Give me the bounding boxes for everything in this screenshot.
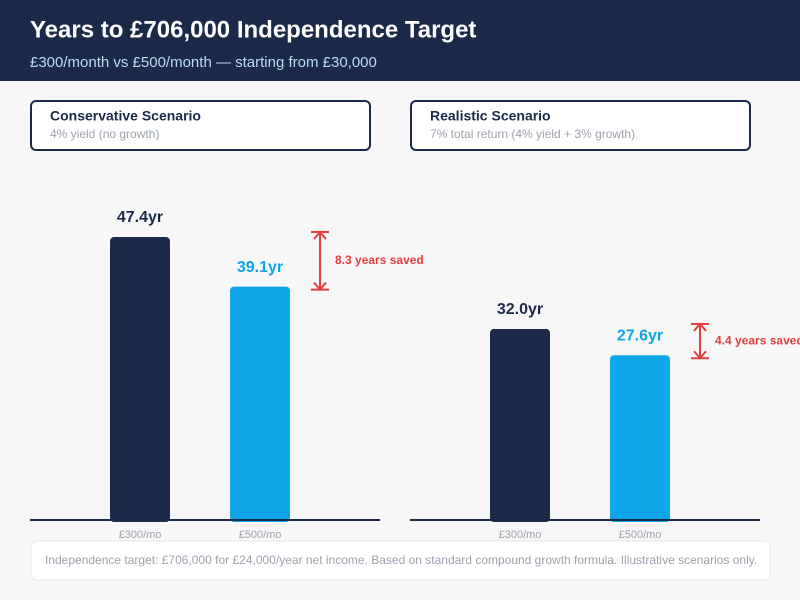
arrow-head — [693, 350, 707, 360]
footer-note: Independence target: £706,000 for £24,00… — [45, 553, 757, 567]
scenario-subtitle: 7% total return (4% yield + 3% growth) — [430, 127, 635, 141]
page-title: Years to £706,000 Independence Target — [30, 16, 476, 43]
category-label: £300/mo — [499, 529, 542, 541]
scenario-card — [30, 100, 371, 151]
scenario-card — [410, 100, 751, 151]
annotation: 8.3 years saved — [335, 253, 424, 267]
footer-box — [30, 540, 771, 581]
bar — [610, 355, 670, 522]
arrow-head — [313, 230, 327, 240]
value-label: 32.0yr — [497, 301, 543, 318]
bar — [490, 328, 550, 522]
scenario-subtitle: 4% yield (no growth) — [50, 127, 159, 141]
value-label: 39.1yr — [237, 259, 283, 276]
value-label: 47.4yr — [117, 209, 163, 226]
scenario-title: Conservative Scenario — [50, 108, 201, 124]
arrow-head — [313, 281, 327, 292]
category-label: £300/mo — [119, 529, 162, 541]
category-label: £500/mo — [619, 529, 662, 541]
scenario-title: Realistic Scenario — [430, 108, 551, 124]
header-band — [0, 0, 800, 81]
category-label: £500/mo — [239, 529, 282, 541]
bar — [230, 286, 290, 522]
page-subtitle: £300/month vs £500/month — starting from… — [30, 54, 377, 71]
annotation: 4.4 years saved — [715, 333, 800, 347]
bar — [110, 237, 170, 522]
arrow-head — [693, 322, 707, 332]
value-label: 27.6yr — [617, 327, 663, 344]
